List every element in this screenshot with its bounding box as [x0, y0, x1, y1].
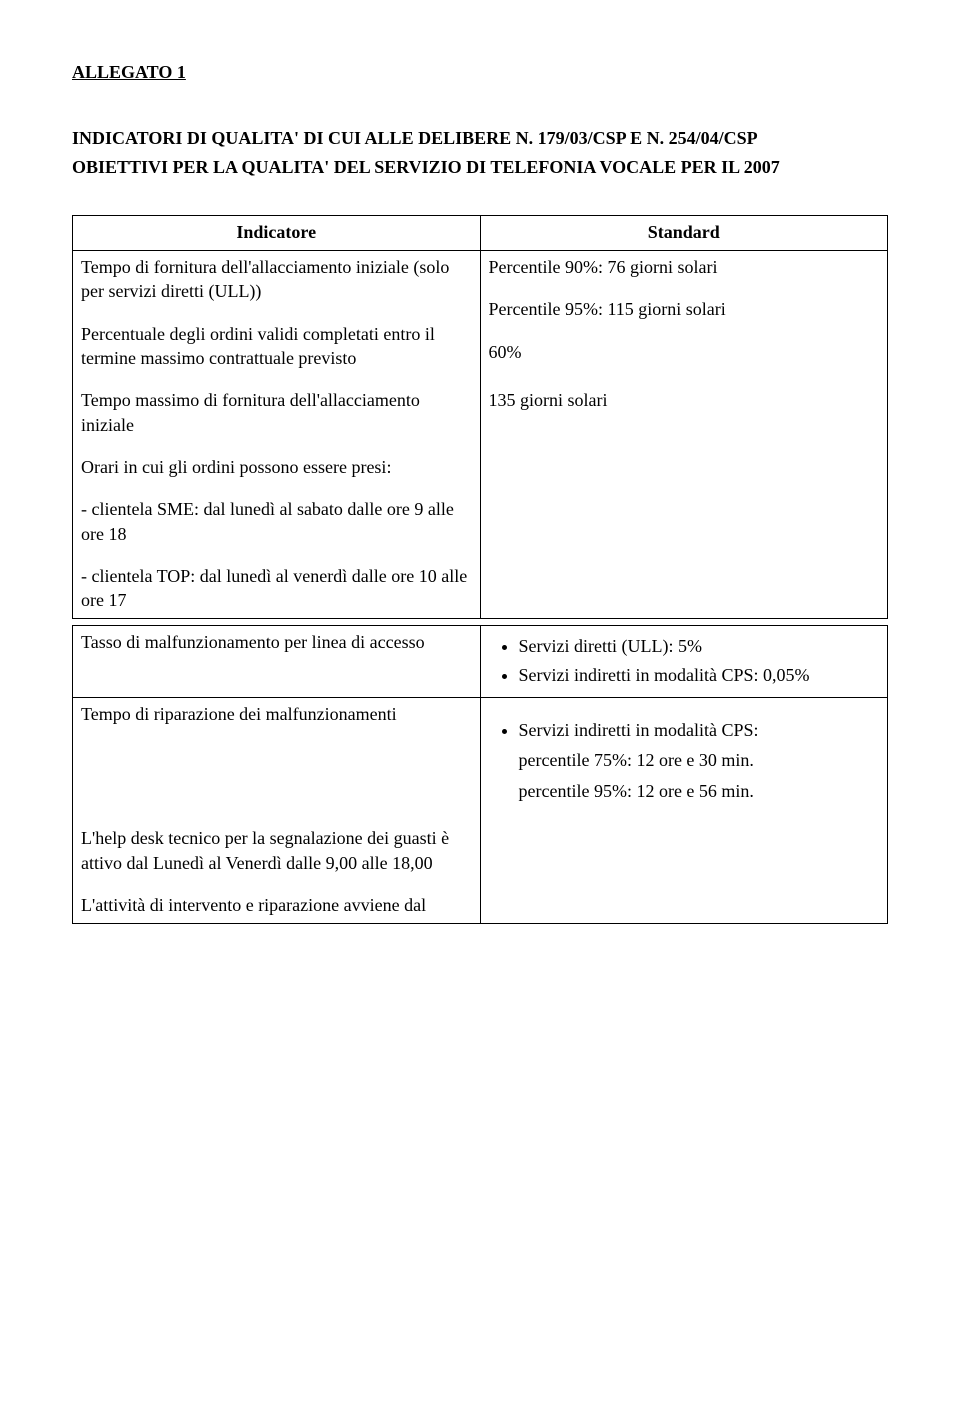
t2-bottom-block-1: L'attività di intervento e riparazione a… — [81, 893, 472, 917]
t1-left-block-2: Tempo massimo di fornitura dell'allaccia… — [81, 388, 472, 437]
table1-head-right: Standard — [480, 215, 888, 250]
t1-left-block-4: - clientela SME: dal lunedì al sabato da… — [81, 497, 472, 546]
t1-left-block-0: Tempo di fornitura dell'allacciamento in… — [81, 255, 472, 304]
table1-row-left: Tempo di fornitura dell'allacciamento in… — [73, 251, 481, 619]
t2-row2-list: Servizi indiretti in modalità CPS: — [489, 718, 880, 742]
t2-row2-left: Tempo di riparazione dei malfunzionament… — [73, 698, 481, 924]
t2-row1-right: Servizi diretti (ULL): 5% Servizi indire… — [480, 626, 888, 698]
t1-right-block-3: 135 giorni solari — [489, 388, 880, 412]
t2-row2-right: Servizi indiretti in modalità CPS: perce… — [480, 698, 888, 924]
table1-row: Tempo di fornitura dell'allacciamento in… — [73, 251, 888, 619]
subtitle-line: OBIETTIVI PER LA QUALITA' DEL SERVIZIO D… — [72, 155, 888, 179]
indicator-table-1: Indicatore Standard Tempo di fornitura d… — [72, 215, 888, 620]
t2-row1-left: Tasso di malfunzionamento per linea di a… — [73, 626, 481, 698]
t2-row1-item-1: Servizi indiretti in modalità CPS: 0,05% — [519, 663, 880, 687]
table1-header-row: Indicatore Standard — [73, 215, 888, 250]
t2-row2-left-pad — [81, 726, 472, 826]
t2-row1-item-0: Servizi diretti (ULL): 5% — [519, 634, 880, 658]
t1-right-block-0: Percentile 90%: 76 giorni solari — [489, 255, 880, 279]
t2-row2-line-1: percentile 95%: 12 ore e 56 min. — [519, 779, 880, 803]
t1-left-block-3: Orari in cui gli ordini possono essere p… — [81, 455, 472, 479]
table2-row2: Tempo di riparazione dei malfunzionament… — [73, 698, 888, 924]
t1-left-block-5: - clientela TOP: dal lunedì al venerdì d… — [81, 564, 472, 613]
t2-row2-item: Servizi indiretti in modalità CPS: — [519, 718, 880, 742]
t1-right-block-1: Percentile 95%: 115 giorni solari — [489, 297, 880, 321]
t1-left-block-1: Percentuale degli ordini validi completa… — [81, 322, 472, 371]
table1-head-left: Indicatore — [73, 215, 481, 250]
allegato-heading: ALLEGATO 1 — [72, 60, 888, 84]
indicator-table-2: Tasso di malfunzionamento per linea di a… — [72, 625, 888, 924]
table1-row-right: Percentile 90%: 76 giorni solari Percent… — [480, 251, 888, 619]
t2-row2-left-text: Tempo di riparazione dei malfunzionament… — [81, 702, 472, 726]
title-line: INDICATORI DI QUALITA' DI CUI ALLE DELIB… — [72, 126, 888, 150]
table2-row1: Tasso di malfunzionamento per linea di a… — [73, 626, 888, 698]
t2-bottom-block-0: L'help desk tecnico per la segnalazione … — [81, 826, 472, 875]
t2-row2-line-0: percentile 75%: 12 ore e 30 min. — [519, 748, 880, 772]
t2-row1-list: Servizi diretti (ULL): 5% Servizi indire… — [489, 634, 880, 687]
t1-right-block-2: 60% — [489, 340, 880, 364]
